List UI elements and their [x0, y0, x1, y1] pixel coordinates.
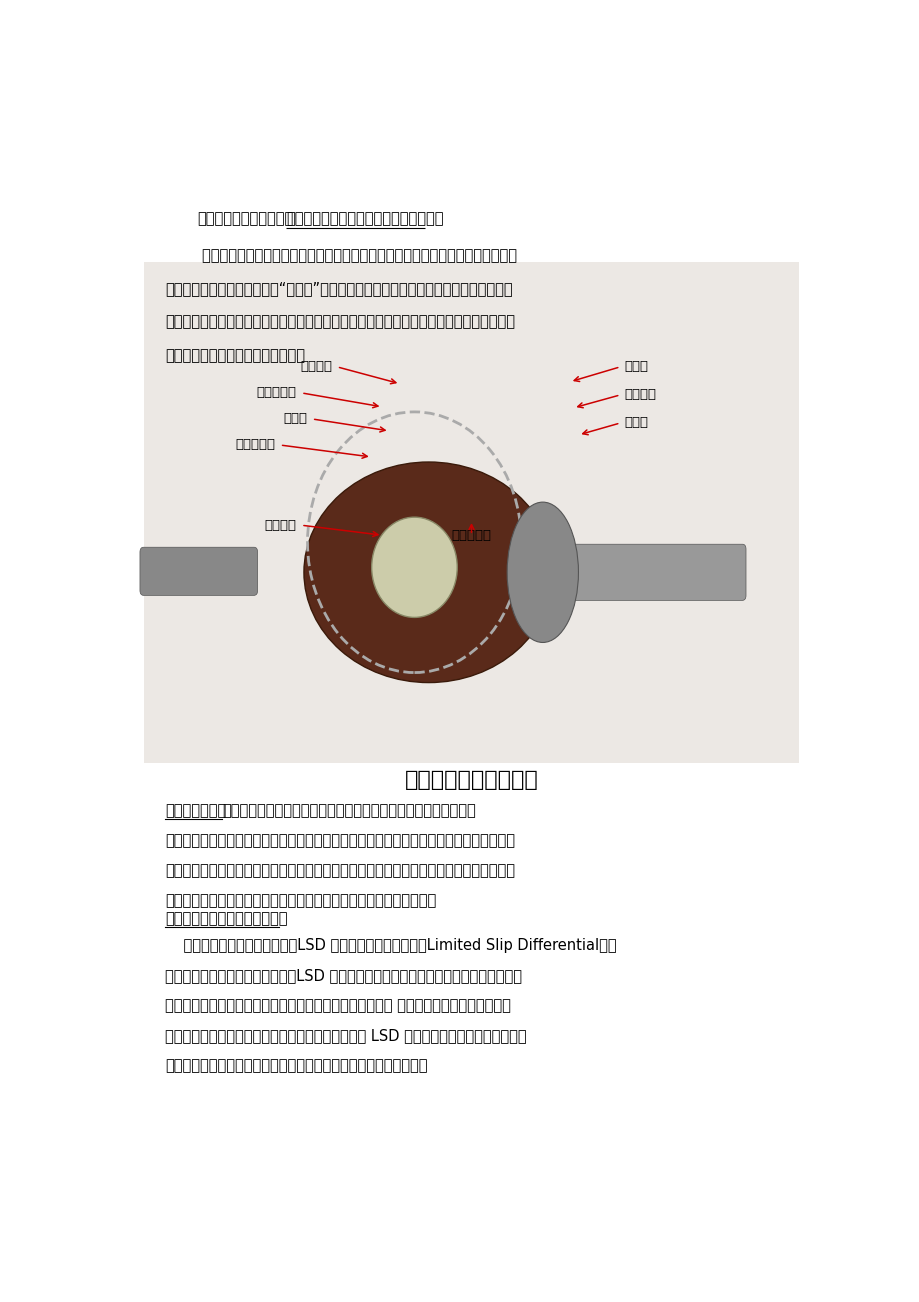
Text: 车轮，因此可以帮助驾驶者提高过弯的速度，以此加强了操控性能。: 车轮，因此可以帮助驾驶者提高过弯的速度，以此加强了操控性能。	[165, 1059, 427, 1074]
Text: 行星齿轮架: 行星齿轮架	[235, 439, 275, 452]
Text: 限滑差速器对于性能提升的意义: 限滑差速器对于性能提升的意义	[165, 911, 287, 926]
Text: 后桥限滑差速器: 后桥限滑差速器	[165, 803, 226, 818]
Text: 节（几乎所有车辆都具有差速器）。: 节（几乎所有车辆都具有差速器）。	[165, 348, 304, 363]
Text: 输出轴: 输出轴	[283, 413, 307, 426]
Text: 当驾驶一辆装有限滑差速器（LSD 是限滑差速器英文缩写，Limited Slip Differential）的: 当驾驶一辆装有限滑差速器（LSD 是限滑差速器英文缩写，Limited Slip…	[165, 939, 616, 953]
Text: 输出轴: 输出轴	[624, 361, 648, 374]
Text: 从动齿轮: 从动齿轮	[301, 361, 332, 374]
Text: 这项配置表示该车辆具备: 这项配置表示该车辆具备	[197, 211, 293, 227]
Text: 速也要比内部车轮的转速高，“差速器”就是用来让车轮转速产生差异的，在转弯的情况下: 速也要比内部车轮的转速高，“差速器”就是用来让车轮转速产生差异的，在转弯的情况下	[165, 281, 512, 297]
Text: 而导致空转，差速器将动力源源不断的传给没有阻力的空转车轮，车辆不但不能向前运动，: 而导致空转，差速器将动力源源不断的传给没有阻力的空转车轮，车辆不但不能向前运动，	[165, 833, 515, 848]
Text: 后桥限滑差速器的车辆在激烈驾驶时，还可以进行大范围的漂移动作。: 后桥限滑差速器的车辆在激烈驾驶时，还可以进行大范围的漂移动作。	[165, 893, 436, 907]
Bar	[143, 262, 799, 763]
Text: 右半轴齿轮: 右半轴齿轮	[451, 529, 491, 542]
Text: 可以使左右车轮进行合理的扭矩分配，来达到合理的转弯效果。这个时候就需要差速器来调: 可以使左右车轮进行合理的扭矩分配，来达到合理的转弯效果。这个时候就需要差速器来调	[165, 315, 515, 329]
Text: 而且大量动力也会流失的这种弊端。一般后桥限滑差速器会配备在一些高性能车辆上。装有: 而且大量动力也会流失的这种弊端。一般后桥限滑差速器会配备在一些高性能车辆上。装有	[165, 863, 515, 878]
Text: 左半轴齿轮: 左半轴齿轮	[256, 387, 297, 400]
Text: 普通差速器三维示意图: 普通差速器三维示意图	[404, 769, 538, 790]
Text: 传动轴: 传动轴	[624, 417, 648, 430]
Text: 汽车在弯道行驶，内外两侧车轮的转速有一定的差别，外侧车轮的行驶路程长，转: 汽车在弯道行驶，内外两侧车轮的转速有一定的差别，外侧车轮的行驶路程长，转	[165, 249, 516, 263]
Ellipse shape	[371, 517, 457, 617]
Text: 心力迫使车辆内轮扬起离开地面或产生打滑现象，而 LSD 装置也会将动力尽量转移到外侧: 心力迫使车辆内轮扬起离开地面或产生打滑现象，而 LSD 装置也会将动力尽量转移到…	[165, 1029, 526, 1043]
FancyBboxPatch shape	[140, 547, 257, 595]
Text: 车，其中一只驱动轮发生空转时，LSD 会控制两只车轮动力输出，阻止空转的车轮不会继: 车，其中一只驱动轮发生空转时，LSD 会控制两只车轮动力输出，阻止空转的车轮不会…	[165, 969, 521, 983]
Text: 后桥限滑差速器或具备后桥限滑差速锁。: 后桥限滑差速器或具备后桥限滑差速锁。	[286, 211, 444, 227]
Text: 位于车辆两个前车轮之间，它可以弥补普通差速器的由于车轮悬空: 位于车辆两个前车轮之间，它可以弥补普通差速器的由于车轮悬空	[221, 803, 475, 818]
Text: 行星齿轮: 行星齿轮	[265, 518, 297, 531]
Ellipse shape	[506, 503, 578, 642]
FancyBboxPatch shape	[560, 544, 745, 600]
Ellipse shape	[303, 462, 553, 682]
Text: 主动齿轮: 主动齿轮	[624, 388, 656, 401]
Text: 续空转，使另一只车轮也有足够大的动力从而帮助车辆前进 在加速过弯时，输出扭力和离: 续空转，使另一只车轮也有足够大的动力从而帮助车辆前进 在加速过弯时，输出扭力和离	[165, 999, 510, 1013]
